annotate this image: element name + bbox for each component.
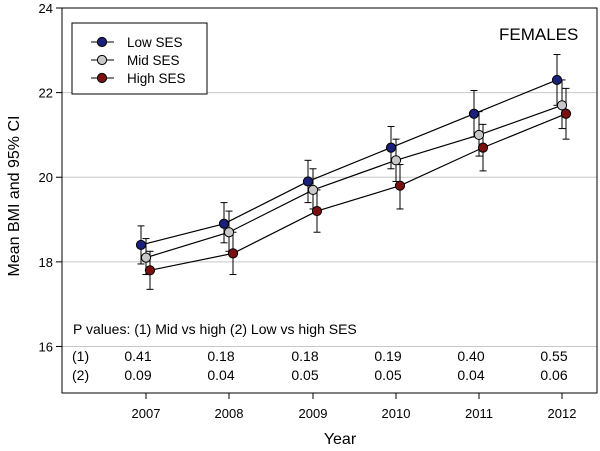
x-tick-label: 2008 (215, 406, 244, 421)
data-point-mid-ses (140, 252, 152, 263)
y-axis-title: Mean BMI and 95% CI (6, 116, 23, 277)
legend-label: Mid SES (127, 53, 180, 68)
data-point-high-ses (477, 142, 489, 153)
p-value-row-label: (2) (72, 367, 89, 383)
data-point-high-ses (560, 108, 572, 119)
panel-label: FEMALES (499, 25, 578, 44)
p-value-cell: 0.09 (124, 367, 151, 383)
legend-marker (96, 36, 108, 48)
x-tick-label: 2012 (548, 406, 577, 421)
data-point-low-ses (468, 108, 480, 119)
data-point-low-ses (218, 218, 230, 229)
data-point-high-ses (227, 248, 239, 259)
data-point-high-ses (144, 265, 156, 276)
legend-label: Low SES (127, 35, 183, 50)
x-axis: 2007 2008 2009 2010 2011 2012 (132, 393, 577, 421)
p-value-cell: 0.18 (207, 348, 234, 364)
series-line-high-ses (149, 113, 567, 271)
p-value-cell: 0.41 (124, 348, 151, 364)
p-value-cell: 0.18 (291, 348, 318, 364)
data-point-mid-ses (473, 129, 485, 141)
p-value-cell: 0.40 (457, 348, 484, 364)
p-value-row-label: (1) (72, 348, 89, 364)
data-point-mid-ses (556, 100, 568, 111)
y-tick-label: 16 (39, 339, 53, 354)
data-point-mid-ses (390, 155, 402, 166)
data-point-high-ses (394, 180, 406, 191)
series-line-mid-ses (145, 104, 563, 259)
plot-frame (61, 7, 598, 394)
series-lines (140, 79, 567, 271)
x-tick-label: 2009 (299, 406, 328, 421)
p-value-table: P values: (1) Mid vs high (2) Low vs hig… (72, 321, 568, 383)
y-tick-label: 20 (39, 170, 53, 185)
legend: Low SES Mid SES High SES (71, 22, 208, 95)
y-tick-label: 24 (39, 1, 53, 16)
p-value-cell: 0.04 (457, 367, 484, 383)
legend-box (71, 22, 208, 95)
data-point-low-ses (135, 239, 147, 251)
p-value-cell: 0.05 (291, 367, 318, 383)
legend-marker (96, 72, 108, 84)
p-value-cell: 0.19 (374, 348, 401, 364)
y-tick-label: 18 (39, 255, 53, 270)
p-value-cell: 0.55 (540, 348, 567, 364)
y-tick-label: 22 (39, 86, 53, 101)
x-tick-label: 2011 (465, 406, 493, 421)
x-axis-title: Year (324, 431, 357, 448)
legend-marker (96, 54, 108, 66)
p-value-cell: 0.05 (374, 367, 401, 383)
x-tick-label: 2007 (132, 406, 161, 421)
y-axis: 16 18 20 22 24 (39, 1, 62, 354)
p-value-cell: 0.04 (207, 367, 234, 383)
data-point-low-ses (551, 74, 563, 86)
data-points (135, 74, 572, 276)
data-point-mid-ses (223, 227, 235, 238)
p-value-header: P values: (1) Mid vs high (2) Low vs hig… (73, 321, 357, 337)
legend-label: High SES (127, 71, 186, 86)
x-tick-label: 2010 (382, 406, 411, 421)
series-line-low-ses (140, 79, 558, 246)
data-point-low-ses (385, 142, 397, 153)
data-point-mid-ses (307, 184, 319, 196)
data-point-high-ses (311, 205, 323, 217)
p-value-cell: 0.06 (540, 367, 567, 383)
data-point-low-ses (302, 176, 314, 187)
